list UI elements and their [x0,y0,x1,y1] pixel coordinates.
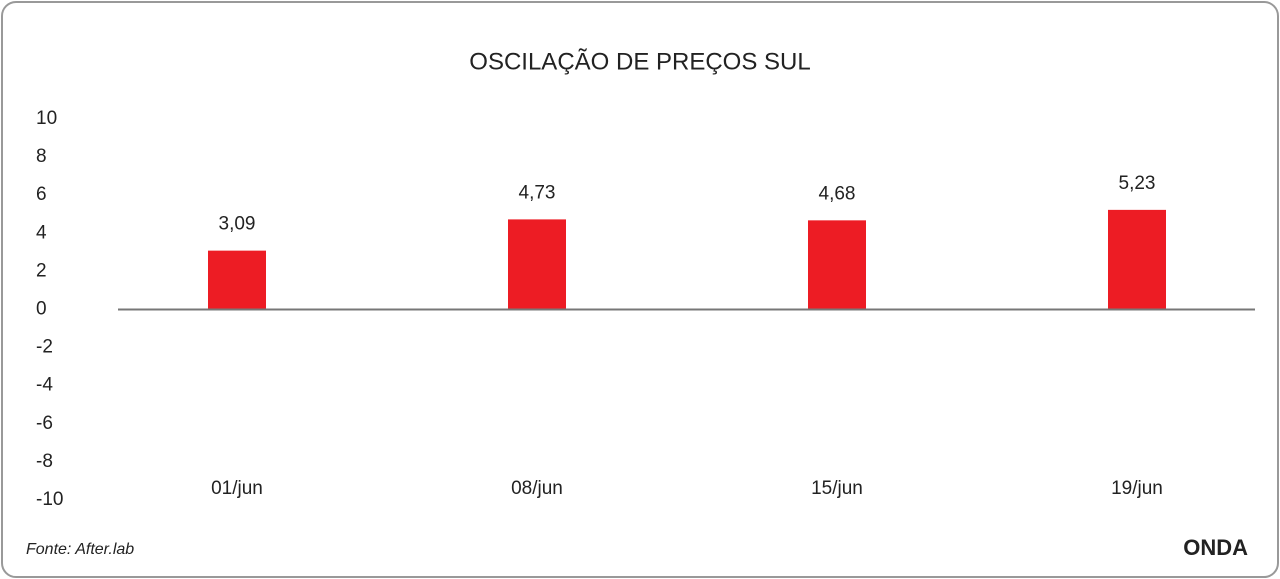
x-tick-label: 19/jun [1111,478,1163,499]
value-label: 4,73 [519,182,556,203]
y-tick-label: 8 [36,146,47,167]
y-tick-label: 2 [36,260,47,281]
bar [1108,209,1166,310]
y-tick-label: -6 [36,413,53,434]
bar [208,250,266,310]
y-tick-label: 4 [36,222,47,243]
x-tick-label: 15/jun [811,478,863,499]
bar [808,220,866,310]
value-label: 5,23 [1119,173,1156,194]
x-tick-label: 08/jun [511,478,563,499]
y-tick-label: 0 [36,299,47,320]
y-tick-label: -10 [36,489,63,510]
bar [508,219,566,310]
logo: ONDA [1183,535,1248,560]
chart-title: OSCILAÇÃO DE PREÇOS SUL [469,48,810,75]
source: Fonte: After.lab [26,541,134,558]
y-tick-label: -2 [36,337,53,358]
value-label: 4,68 [819,183,856,204]
value-label: 3,09 [219,214,256,235]
y-tick-label: -8 [36,451,53,472]
y-tick-label: 10 [36,108,57,129]
x-tick-label: 01/jun [211,478,263,499]
y-tick-label: 6 [36,184,47,205]
y-tick-label: -4 [36,375,53,396]
